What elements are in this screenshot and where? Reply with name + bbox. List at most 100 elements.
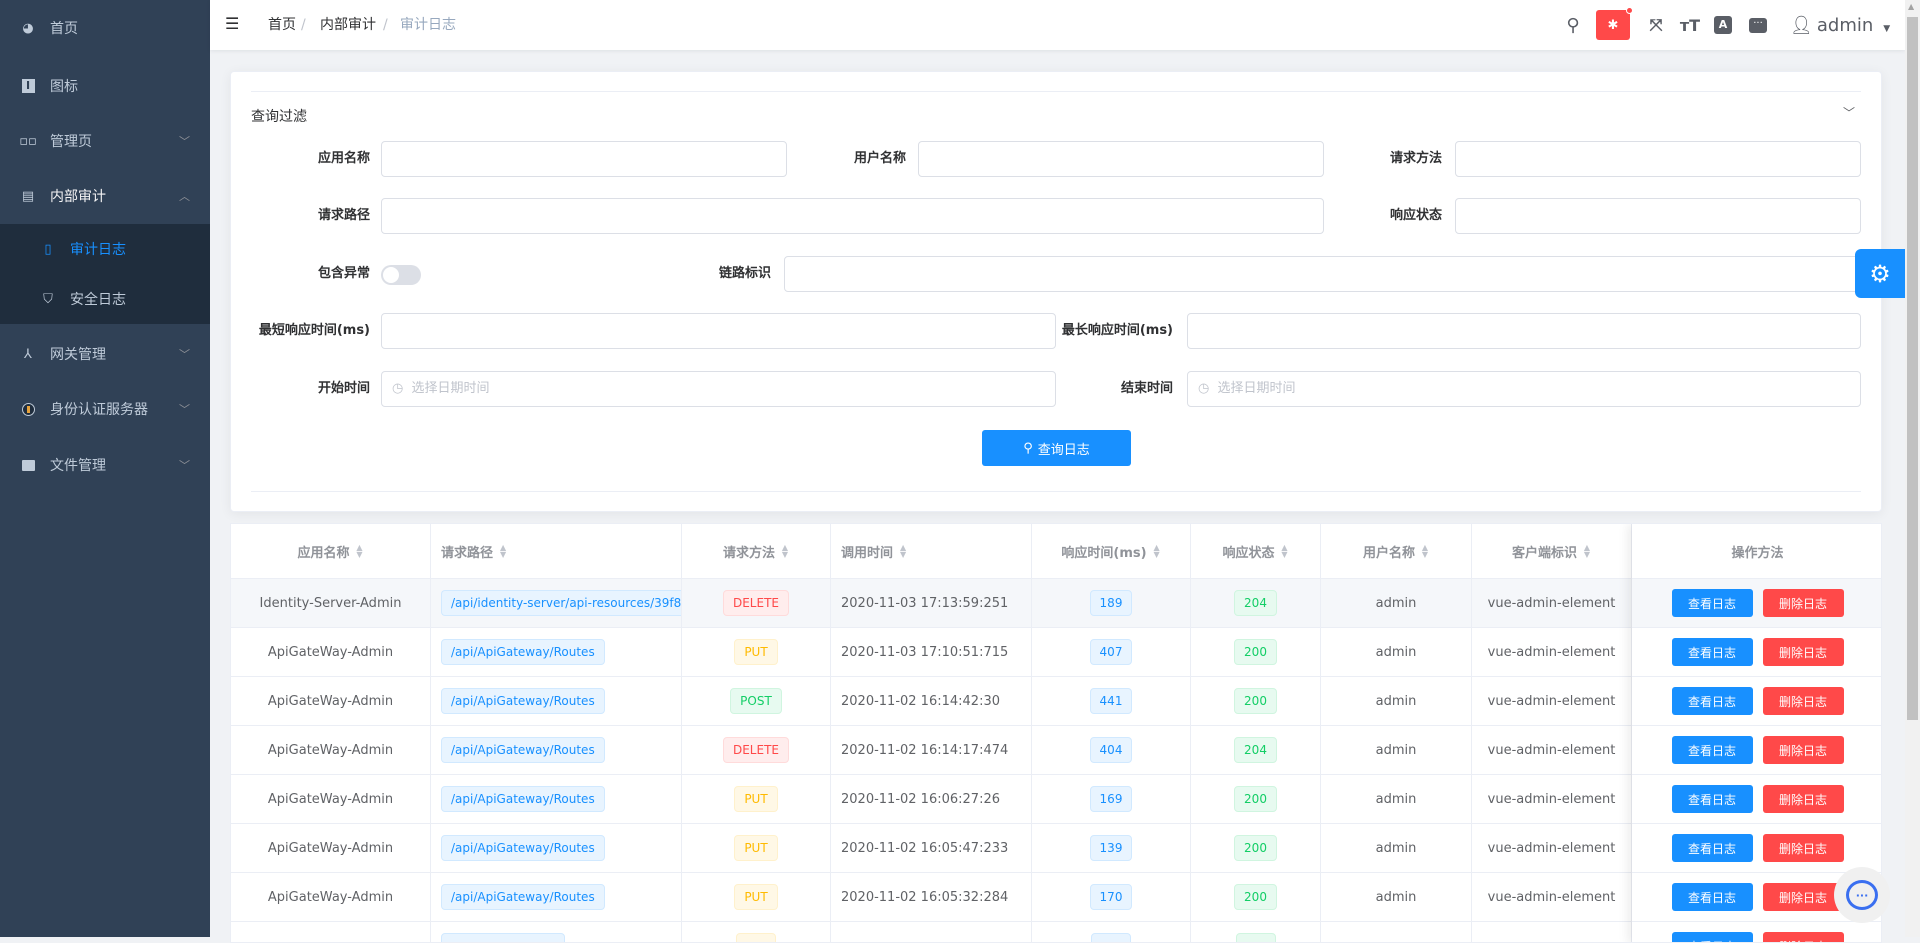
request-path-tag[interactable]: /api/ApiGateway/Routes (441, 737, 605, 763)
request-path-tag[interactable]: /api/ApiGateway/Routes (441, 884, 605, 910)
sidebar-item-identity-server[interactable]: 身份认证服务器 ﹀ (0, 381, 210, 437)
sidebar-item-label: 安全日志 (70, 292, 126, 308)
cell-response-status: 204 (1191, 726, 1321, 775)
user-dropdown[interactable]: 👤︎ admin ▼ (1790, 0, 1890, 50)
cell-request-path: /api/ApiGateway/Routes (431, 873, 682, 922)
column-header-response-time[interactable]: 响应时间(ms) ▲ ▼ (1032, 524, 1191, 579)
column-header-label: 响应时间(ms) (1061, 545, 1147, 561)
search-logs-button[interactable]: ⚲ 查询日志 (982, 430, 1131, 466)
fullscreen-icon[interactable]: ⤧ (1649, 15, 1663, 34)
view-log-button[interactable]: 查看日志 (1671, 687, 1753, 715)
client-id-text: vue-admin-element (1487, 693, 1616, 709)
has-exception-switch[interactable] (381, 265, 421, 285)
sort-caret-icon[interactable]: ▲ ▼ (1153, 543, 1160, 559)
cell-response-status: 204 (1191, 579, 1321, 628)
delete-log-button[interactable]: 删除日志 (1762, 834, 1844, 862)
view-log-button[interactable]: 查看日志 (1671, 638, 1753, 666)
method-input[interactable] (1455, 141, 1861, 177)
font-size-icon[interactable]: тT (1679, 15, 1701, 35)
sort-caret-icon[interactable]: ▲ ▼ (499, 543, 507, 559)
delete-log-button[interactable]: 删除日志 (1762, 638, 1844, 666)
app-name-text: ApiGateWay-Admin (267, 889, 394, 905)
cell-request-path: /api/identity-server/api-resources/39f82… (431, 579, 682, 628)
sort-caret-icon[interactable]: ▲ ▼ (1583, 543, 1591, 559)
delete-log-button[interactable]: 删除日志 (1762, 736, 1844, 764)
breadcrumb-internal-audit[interactable]: 内部审计 (320, 17, 376, 33)
sort-caret-icon[interactable]: ▲ ▼ (1421, 543, 1429, 559)
breadcrumb-home[interactable]: 首页 (268, 17, 296, 33)
request-path-tag[interactable]: /api/identity-server/api-resources/39f82… (441, 590, 681, 616)
request-path-tag[interactable]: /api/ApiGateway/Routes (441, 835, 605, 861)
view-log-button[interactable]: 查看日志 (1671, 736, 1753, 764)
sort-caret-icon[interactable]: ▲ ▼ (1281, 543, 1288, 559)
trace-id-input[interactable] (784, 256, 1861, 292)
request-path-tag[interactable]: /api/ApiGateway/Routes (441, 688, 605, 714)
view-log-button[interactable]: 查看日志 (1671, 834, 1753, 862)
translate-icon[interactable]: A (1714, 16, 1732, 34)
response-status-tag: 200 (1234, 884, 1277, 910)
call-time-text: 2020-11-03 17:13:59:251 (841, 595, 1009, 611)
delete-log-button[interactable]: 删除日志 (1762, 785, 1844, 813)
cell-client-id: vue-admin-element (1472, 628, 1632, 677)
sort-caret-icon[interactable]: ▲ ▼ (356, 543, 363, 559)
request-path-tag[interactable] (441, 933, 565, 942)
sidebar-item-audit-log[interactable]: ▯ 审计日志 (0, 224, 210, 274)
response-time-tag: 404 (1089, 737, 1133, 763)
path-input[interactable] (381, 198, 1324, 234)
scrollbar-thumb[interactable] (1907, 17, 1918, 720)
chat-widget-button[interactable]: ··· (1834, 867, 1890, 923)
end-time-picker[interactable]: ◷ 选择日期时间 (1187, 371, 1861, 407)
user-name-text: admin (1375, 742, 1417, 758)
scroll-up-arrow[interactable]: ▲ (1908, 2, 1915, 11)
user-name-input[interactable] (918, 141, 1324, 177)
column-header-call-time[interactable]: 调用时间 ▲ ▼ (831, 524, 1032, 579)
view-log-button[interactable]: 查看日志 (1671, 883, 1753, 911)
search-icon[interactable]: ⚲ (1566, 14, 1580, 36)
view-log-button[interactable]: 查看日志 (1671, 932, 1753, 942)
max-time-input[interactable] (1187, 313, 1861, 349)
start-time-picker[interactable]: ◷ 选择日期时间 (381, 371, 1056, 407)
sidebar-item-admin-pages[interactable]: ▫▫ 管理页 ﹀ (0, 113, 210, 169)
column-header-user-name[interactable]: 用户名称 ▲ ▼ (1321, 524, 1472, 579)
sidebar-item-internal-audit[interactable]: ▤ 内部审计 ︿ (0, 168, 210, 224)
view-log-button[interactable]: 查看日志 (1671, 785, 1753, 813)
filter-title[interactable]: 查询过滤 (251, 109, 307, 125)
delete-log-button[interactable]: 删除日志 (1762, 883, 1844, 911)
sidebar-item-file-management[interactable]: 文件管理 ﹀ (0, 437, 210, 493)
request-method-tag: PUT (734, 786, 778, 812)
column-header-label: 请求方法 (722, 545, 775, 561)
column-header-response-status[interactable]: 响应状态 ▲ ▼ (1191, 524, 1321, 579)
hamburger-icon[interactable]: ☰ (225, 14, 240, 33)
sidebar-item-security-log[interactable]: ⛉ 安全日志 (0, 274, 210, 324)
cell-request-method: PUT (682, 873, 831, 922)
submenu-internal-audit: ▯ 审计日志 ⛉ 安全日志 (0, 224, 210, 324)
bug-error-log-button[interactable]: ✱ (1596, 7, 1633, 40)
sidebar-item-label: 身份认证服务器 (50, 402, 148, 418)
page-scrollbar[interactable]: ▲ (1905, 0, 1920, 937)
min-time-input[interactable] (381, 313, 1056, 349)
column-header-request-path[interactable]: 请求路径 ▲ ▼ (431, 524, 682, 579)
column-header-client-id[interactable]: 客户端标识 ▲ ▼ (1472, 524, 1632, 579)
delete-log-button[interactable]: 删除日志 (1762, 932, 1844, 942)
request-path-tag[interactable]: /api/ApiGateway/Routes (441, 639, 605, 665)
settings-gear-button[interactable]: ⚙ (1855, 249, 1905, 298)
delete-log-button[interactable]: 删除日志 (1762, 589, 1844, 617)
column-header-request-method[interactable]: 请求方法 ▲ ▼ (682, 524, 831, 579)
app-name-input[interactable] (381, 141, 787, 177)
sidebar-item-gateway[interactable]: ⅄ 网关管理 ﹀ (0, 326, 210, 382)
sort-caret-icon[interactable]: ▲ ▼ (899, 543, 907, 559)
column-header-app-name[interactable]: 应用名称 ▲ ▼ (231, 524, 431, 579)
delete-log-button[interactable]: 删除日志 (1762, 687, 1844, 715)
sort-caret-icon[interactable]: ▲ ▼ (781, 543, 789, 559)
view-log-button[interactable]: 查看日志 (1671, 589, 1753, 617)
message-icon[interactable]: ··· (1749, 17, 1767, 33)
sidebar-item-icons[interactable]: I 图标 (0, 58, 210, 114)
cell-app-name: ApiGateWay-Admin (231, 726, 431, 775)
label-max-time: 最长响应时间(ms) (1061, 323, 1173, 338)
label-start-time: 开始时间 (317, 381, 370, 396)
call-time-text: 2020-11-02 16:14:42:30 (841, 693, 1000, 709)
chevron-down-icon[interactable]: ﹀ (1843, 106, 1856, 120)
sidebar-item-home[interactable]: ◕ 首页 (0, 0, 210, 56)
request-path-tag[interactable]: /api/ApiGateway/Routes (441, 786, 605, 812)
status-input[interactable] (1455, 198, 1861, 234)
